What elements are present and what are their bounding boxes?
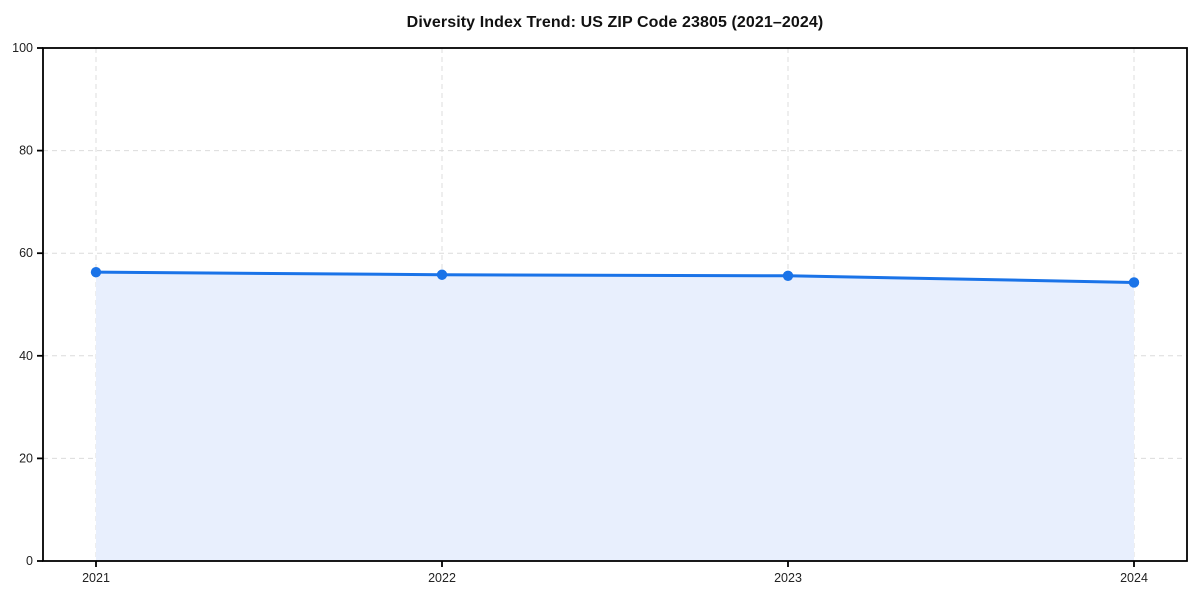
y-axis-tick-label: 60: [19, 246, 33, 260]
trend-line-layer: [94, 270, 1136, 284]
y-axis-tick-label: 100: [12, 41, 33, 55]
chart-title: Diversity Index Trend: US ZIP Code 23805…: [406, 14, 824, 31]
y-axis-tick-label: 20: [19, 451, 33, 465]
axes-layer: [37, 47, 1188, 567]
data-point-marker: [782, 270, 794, 281]
x-axis-tick-label: 2023: [774, 571, 802, 585]
y-axis-tick-label: 0: [26, 554, 33, 568]
data-points-layer: [90, 266, 1140, 288]
x-axis-tick-label: 2021: [82, 571, 110, 585]
data-point-marker: [1128, 277, 1140, 288]
area-fill: [96, 272, 1134, 561]
axes-box: [42, 47, 1188, 562]
data-point-marker: [436, 269, 448, 280]
trend-line: [94, 270, 1136, 284]
x-axis-tick-label: 2024: [1120, 571, 1148, 585]
data-point-marker: [90, 266, 102, 278]
y-axis-tick-label: 40: [19, 349, 33, 363]
x-axis-tick-label: 2022: [428, 571, 456, 585]
tick-labels-layer: 0 20 40 60 80 100 2021 2022 2023 2024: [12, 41, 1148, 585]
area-fill-layer: [96, 272, 1134, 561]
y-axis-tick-label: 80: [19, 144, 33, 158]
